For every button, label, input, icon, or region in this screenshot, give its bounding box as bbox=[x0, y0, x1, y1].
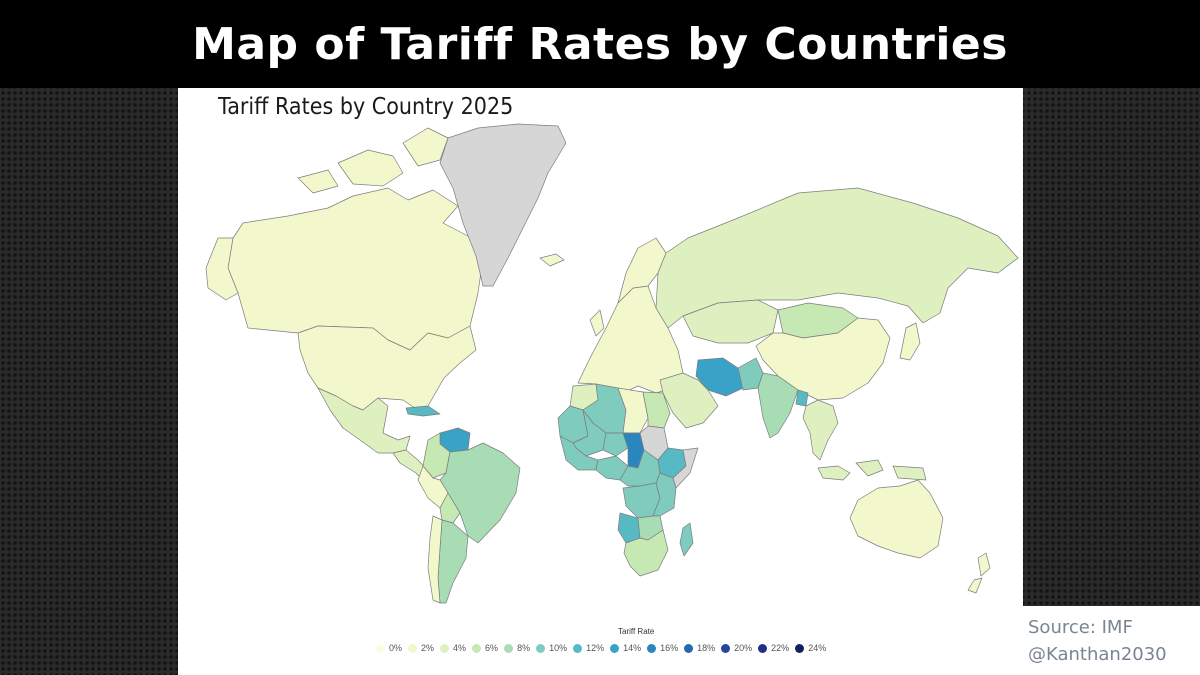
region-china[interactable] bbox=[755, 317, 891, 401]
legend-item: 2% bbox=[408, 643, 434, 653]
legend-item: 20% bbox=[721, 643, 752, 653]
legend-label: 14% bbox=[623, 643, 642, 653]
legend-swatch bbox=[795, 643, 805, 653]
legend-title: Tariff Rate bbox=[618, 627, 655, 636]
legend-swatch bbox=[504, 643, 514, 653]
region-canada[interactable] bbox=[227, 187, 484, 351]
legend-label: 18% bbox=[697, 643, 716, 653]
region-argentina[interactable] bbox=[437, 519, 469, 604]
legend-label: 20% bbox=[734, 643, 753, 653]
region-southeast-asia[interactable] bbox=[802, 399, 839, 461]
legend-label: 16% bbox=[660, 643, 679, 653]
source-box: Source: IMF @Kanthan2030 bbox=[1023, 606, 1200, 675]
legend-label: 6% bbox=[485, 643, 499, 653]
region-southern-africa[interactable] bbox=[623, 529, 669, 577]
legend-swatch bbox=[536, 643, 546, 653]
world-map bbox=[205, 123, 1019, 604]
region-canada-islands[interactable] bbox=[297, 127, 449, 194]
legend-label: 8% bbox=[517, 643, 531, 653]
legend-item: 16% bbox=[647, 643, 678, 653]
legend-item: 4% bbox=[440, 643, 466, 653]
region-india[interactable] bbox=[757, 372, 799, 439]
region-chile[interactable] bbox=[427, 515, 443, 604]
region-east-africa[interactable] bbox=[652, 472, 677, 517]
legend-swatch bbox=[376, 643, 385, 653]
region-uk[interactable] bbox=[589, 309, 605, 337]
legend-item: 6% bbox=[472, 643, 498, 653]
region-saudi-arabia[interactable] bbox=[659, 372, 719, 429]
legend-swatch bbox=[684, 643, 694, 653]
legend-item: 24% bbox=[795, 643, 826, 653]
legend-item: 10% bbox=[536, 643, 567, 653]
region-bolivia[interactable] bbox=[439, 492, 461, 524]
region-bangladesh[interactable] bbox=[795, 389, 809, 407]
region-angola[interactable] bbox=[617, 512, 641, 544]
legend-label: 12% bbox=[586, 643, 605, 653]
region-indonesia[interactable] bbox=[817, 459, 927, 481]
region-greenland[interactable] bbox=[439, 123, 567, 287]
legend: 0% 2% 4% 6% 8% 10% 12% 14% 16% 18% 20% 22% 24% bbox=[376, 643, 826, 653]
legend-label: 2% bbox=[421, 643, 435, 653]
header-bar: Map of Tariff Rates by Countries bbox=[0, 0, 1200, 88]
legend-label: 22% bbox=[771, 643, 790, 653]
legend-label: 0% bbox=[389, 643, 403, 653]
legend-item: 12% bbox=[573, 643, 604, 653]
region-alaska[interactable] bbox=[205, 237, 239, 301]
legend-swatch bbox=[610, 643, 620, 653]
map-panel: Tariff Rates by Country 2025 Tariff Rate… bbox=[178, 88, 1023, 675]
map-title: Tariff Rates by Country 2025 bbox=[218, 94, 514, 120]
legend-item: 18% bbox=[684, 643, 715, 653]
region-iceland[interactable] bbox=[539, 253, 565, 267]
legend-swatch bbox=[472, 643, 482, 653]
region-central-africa[interactable] bbox=[619, 449, 661, 487]
legend-swatch bbox=[647, 643, 657, 653]
legend-swatch bbox=[758, 643, 768, 653]
region-madagascar[interactable] bbox=[679, 522, 694, 557]
legend-swatch bbox=[573, 643, 583, 653]
page-title: Map of Tariff Rates by Countries bbox=[192, 18, 1008, 70]
legend-item: 0% bbox=[376, 643, 402, 653]
legend-label: 4% bbox=[453, 643, 467, 653]
author-handle: @Kanthan2030 bbox=[1028, 644, 1167, 665]
legend-swatch bbox=[721, 643, 731, 653]
region-cuba[interactable] bbox=[405, 405, 441, 417]
region-japan[interactable] bbox=[899, 322, 921, 361]
source-text: Source: IMF bbox=[1028, 617, 1133, 638]
legend-swatch bbox=[408, 643, 418, 653]
legend-item: 8% bbox=[504, 643, 530, 653]
region-mexico[interactable] bbox=[317, 387, 411, 454]
legend-item: 22% bbox=[758, 643, 789, 653]
region-iran[interactable] bbox=[695, 357, 744, 397]
region-australia[interactable] bbox=[849, 479, 944, 559]
legend-item: 14% bbox=[610, 643, 641, 653]
legend-label: 10% bbox=[549, 643, 568, 653]
legend-swatch bbox=[440, 643, 450, 653]
region-niger[interactable] bbox=[602, 432, 629, 457]
legend-label: 24% bbox=[808, 643, 827, 653]
region-new-zealand[interactable] bbox=[967, 552, 991, 594]
